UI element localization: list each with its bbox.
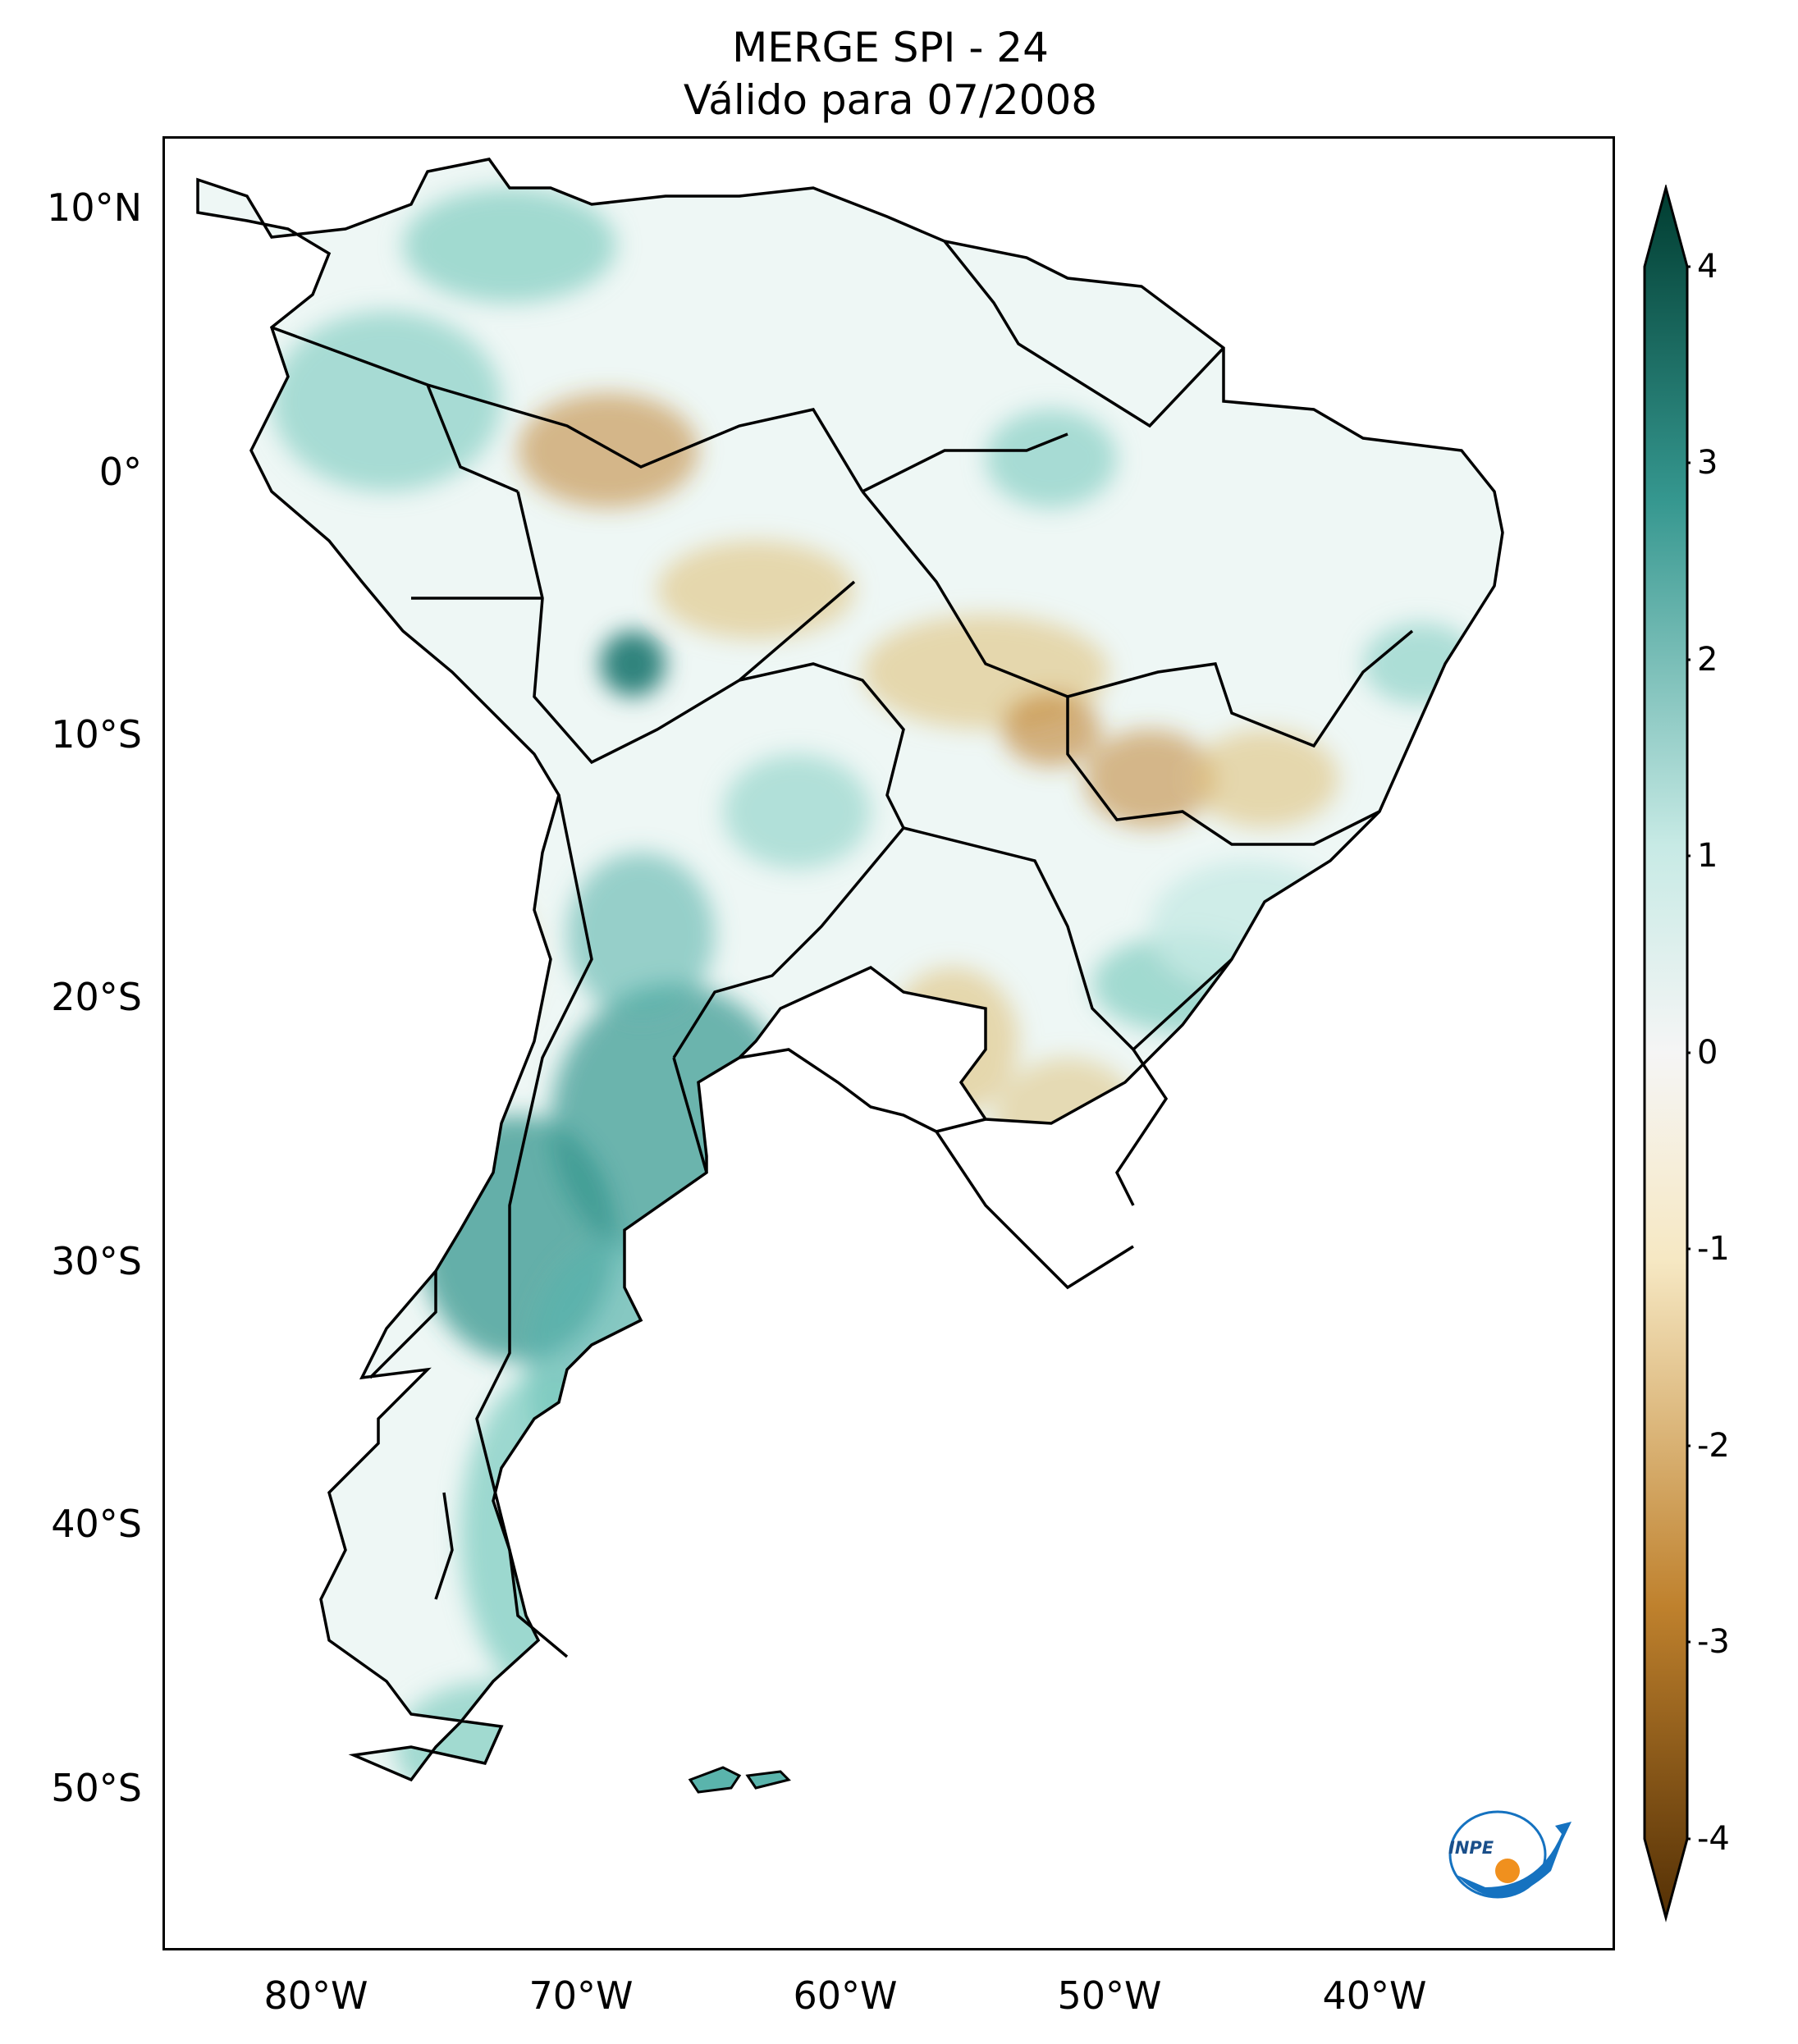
lon-tick-label: 40°W (1322, 1973, 1427, 2018)
colorbar-tick-label: -4 (1697, 1820, 1730, 1858)
lon-tick-label: 50°W (1057, 1973, 1162, 2018)
colorbar-tick-label: 4 (1697, 248, 1718, 286)
logo-orange-dot (1495, 1859, 1520, 1883)
map-title-line-1: MERGE SPI - 24 (732, 24, 1049, 71)
lat-tick-label: 40°S (51, 1502, 142, 1546)
colorbar-tick-label: -2 (1697, 1427, 1730, 1465)
colorbar-tick-label: -3 (1697, 1623, 1730, 1661)
falkland-islands (688, 1766, 791, 1794)
map-frame (162, 136, 1615, 1950)
colorbar-tick-label: 3 (1697, 444, 1718, 482)
logo-swoosh (1457, 1822, 1572, 1897)
spi-map (165, 139, 1613, 1948)
lat-tick-label: 10°S (51, 712, 142, 757)
lon-tick-label: 80°W (263, 1973, 368, 2018)
lat-tick-label: 20°S (51, 975, 142, 1019)
lat-tick-label: 50°S (51, 1766, 142, 1810)
colorbar-tick-label: 2 (1697, 641, 1718, 679)
country-borders (196, 158, 1504, 1781)
lon-tick-label: 70°W (528, 1973, 634, 2018)
map-title-line-2: Válido para 07/2008 (683, 76, 1098, 124)
lat-tick-label: 10°N (47, 185, 142, 230)
lat-tick-label: 0° (98, 450, 142, 494)
colorbar-tick-label: -1 (1697, 1230, 1730, 1268)
inpe-logo-text: INPE (1448, 1838, 1494, 1858)
colorbar (1643, 185, 1690, 1923)
lon-tick-label: 60°W (793, 1973, 898, 2018)
inpe-logo (1448, 1810, 1572, 1899)
colorbar-tick-label: 0 (1697, 1034, 1718, 1072)
lat-tick-label: 30°S (51, 1239, 142, 1283)
colorbar-tick-label: 1 (1697, 837, 1718, 875)
